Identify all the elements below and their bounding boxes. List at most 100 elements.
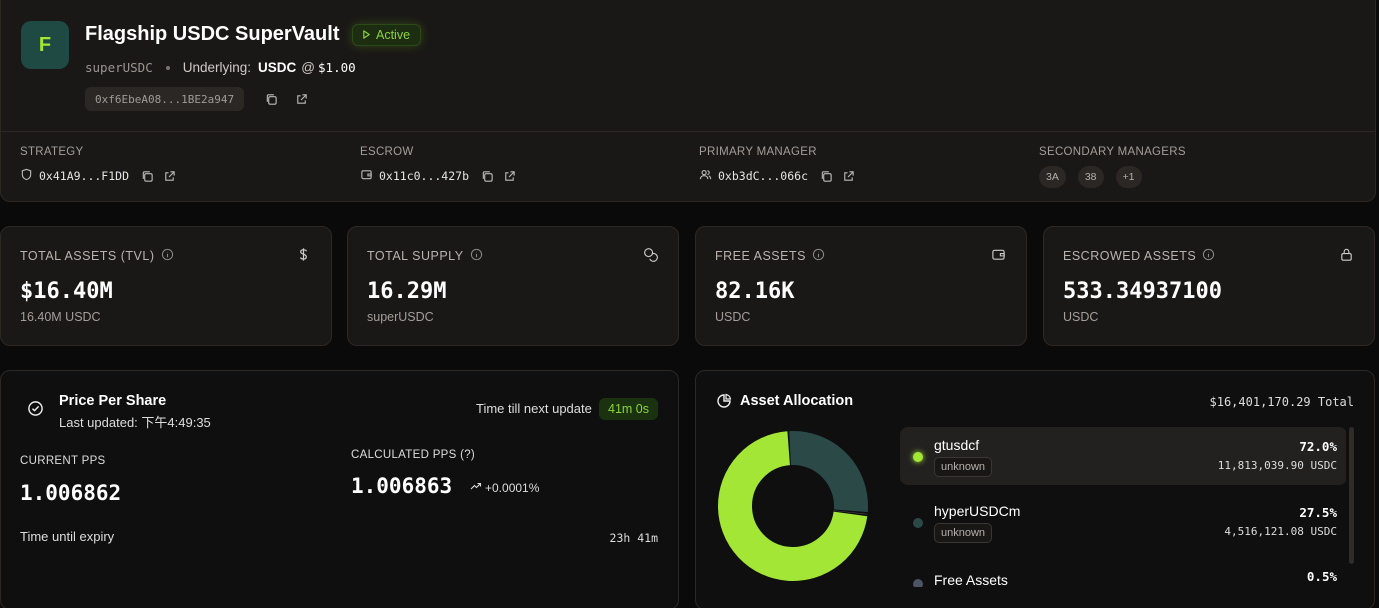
external-link-icon[interactable] [501, 168, 517, 184]
trending-up-icon [470, 480, 482, 495]
stat-card-tvl: TOTAL ASSETS (TVL) $16.40M 16.40M USDC [0, 226, 332, 346]
wallet-icon [991, 247, 1006, 267]
status-badge: Active [352, 24, 422, 46]
escrow-address: 0x11c0...427b [379, 169, 470, 183]
donut-slice-hyperusdcm[interactable] [789, 431, 868, 513]
allocation-item[interactable]: hyperUSDCm unknown 27.5% 4,516,121.08 US… [900, 493, 1346, 551]
separator-dot [165, 65, 170, 70]
copy-icon[interactable] [263, 91, 279, 107]
vault-address[interactable]: 0xf6EbeA08...1BE2a947 [85, 87, 245, 111]
stat-label: FREE ASSETS [715, 249, 806, 263]
current-pps-label: CURRENT PPS [20, 455, 106, 467]
external-link-icon[interactable] [840, 168, 856, 184]
pps-panel [0, 370, 679, 608]
users-icon [699, 168, 712, 184]
coins-icon [643, 247, 658, 267]
copy-icon[interactable] [479, 168, 495, 184]
allocation-pct: 27.5% [1299, 505, 1337, 520]
pps-last-updated: Last updated: 下午4:49:35 [59, 415, 211, 430]
allocation-total: $16,401,170.29 Total [1209, 395, 1355, 409]
underlying-price: $1.00 [318, 60, 356, 75]
role-label: SECONDARY MANAGERS [1039, 146, 1186, 158]
allocation-name: hyperUSDCm [934, 503, 1021, 519]
allocation-item[interactable]: Free Assets 0.5% [900, 559, 1346, 587]
swatch [913, 452, 923, 462]
lock-icon [1339, 247, 1354, 267]
allocation-scrollbar[interactable] [1349, 427, 1354, 564]
info-icon[interactable] [161, 248, 174, 264]
stat-card-supply: TOTAL SUPPLY 16.29M superUSDC [347, 226, 679, 346]
external-link-icon[interactable] [161, 168, 177, 184]
role-strategy: STRATEGY 0x41A9...F1DD [20, 146, 177, 184]
status-label: Active [376, 28, 411, 42]
stat-value: $16.40M [20, 279, 113, 304]
allocation-pct: 72.0% [1299, 439, 1337, 454]
underlying-label: Underlying: [182, 60, 252, 75]
manager-more-chip[interactable]: +1 [1115, 166, 1142, 188]
stat-sub: USDC [715, 310, 751, 324]
stat-card-escrowed: ESCROWED ASSETS 533.34937100 USDC [1043, 226, 1375, 346]
external-link-icon[interactable] [293, 91, 309, 107]
info-icon[interactable] [470, 248, 483, 264]
stat-sub: USDC [1063, 310, 1099, 324]
stat-label: TOTAL SUPPLY [367, 249, 464, 263]
next-update-label: Time till next update [476, 401, 592, 416]
donut-slice-gtusdcf[interactable] [718, 431, 868, 581]
vault-logo: F [21, 21, 69, 69]
copy-icon[interactable] [139, 168, 155, 184]
stat-label: ESCROWED ASSETS [1063, 249, 1197, 263]
allocation-amount: 4,516,121.08 USDC [1224, 525, 1337, 538]
pps-title: Price Per Share [59, 393, 167, 409]
allocation-tag: unknown [934, 457, 993, 477]
vault-header: F Flagship USDC SuperVault Active superU… [0, 0, 1376, 202]
header-divider [1, 131, 1375, 132]
info-icon[interactable] [812, 248, 825, 264]
vault-title: Flagship USDC SuperVault [85, 23, 340, 45]
calculated-pps-delta: +0.0001% [470, 480, 539, 495]
role-escrow: ESCROW 0x11c0...427b [360, 146, 517, 184]
role-label: ESCROW [360, 146, 414, 158]
allocation-pct: 0.5% [1306, 569, 1337, 584]
role-label: PRIMARY MANAGER [699, 146, 817, 158]
info-icon[interactable] [1202, 248, 1215, 264]
stat-sub: 16.40M USDC [20, 310, 101, 324]
manager-chip[interactable]: 3A [1039, 166, 1066, 188]
stat-value: 82.16K [715, 279, 795, 304]
role-primary-manager: PRIMARY MANAGER 0xb3dC...066c [699, 146, 856, 184]
allocation-item[interactable]: gtusdcf unknown 72.0% 11,813,039.90 USDC [900, 427, 1346, 485]
swatch [913, 518, 923, 528]
allocation-title: Asset Allocation [740, 393, 854, 409]
calculated-pps-value: 1.006863 [351, 474, 453, 498]
wallet-icon [360, 168, 373, 184]
stat-sub: superUSDC [367, 310, 434, 324]
delta-value: +0.0001% [485, 480, 540, 495]
pie-chart-icon [716, 393, 732, 414]
current-pps-value: 1.006862 [20, 481, 122, 505]
swatch [913, 579, 923, 587]
role-label: STRATEGY [20, 146, 84, 158]
manager-chip[interactable]: 38 [1077, 166, 1104, 188]
allocation-name: gtusdcf [934, 437, 980, 453]
stat-value: 533.34937100 [1063, 279, 1222, 304]
check-circle-icon [27, 400, 44, 422]
next-update-timer: 41m 0s [599, 398, 658, 420]
dollar-icon [296, 247, 311, 267]
underlying-token: USDC [258, 60, 297, 75]
vault-subline: superUSDC Underlying: USDC @ $1.00 [85, 60, 356, 75]
stat-label: TOTAL ASSETS (TVL) [20, 249, 155, 263]
allocation-donut-chart [718, 431, 868, 581]
copy-icon[interactable] [818, 168, 834, 184]
calculated-pps-label[interactable]: CALCULATED PPS (?) [351, 449, 476, 461]
role-secondary-managers: SECONDARY MANAGERS 3A 38 +1 [1039, 146, 1186, 188]
expiry-label: Time until expiry [20, 529, 115, 544]
stat-value: 16.29M [367, 279, 447, 304]
vault-symbol: superUSDC [85, 60, 153, 75]
shield-icon [20, 168, 33, 184]
at-sign: @ [301, 60, 316, 75]
play-icon [362, 28, 371, 42]
expiry-value: 23h 41m [609, 531, 658, 545]
allocation-list: gtusdcf unknown 72.0% 11,813,039.90 USDC… [900, 427, 1346, 587]
primary-manager-address: 0xb3dC...066c [718, 169, 809, 183]
allocation-name: Free Assets [934, 572, 1008, 587]
allocation-amount: 11,813,039.90 USDC [1217, 459, 1337, 472]
